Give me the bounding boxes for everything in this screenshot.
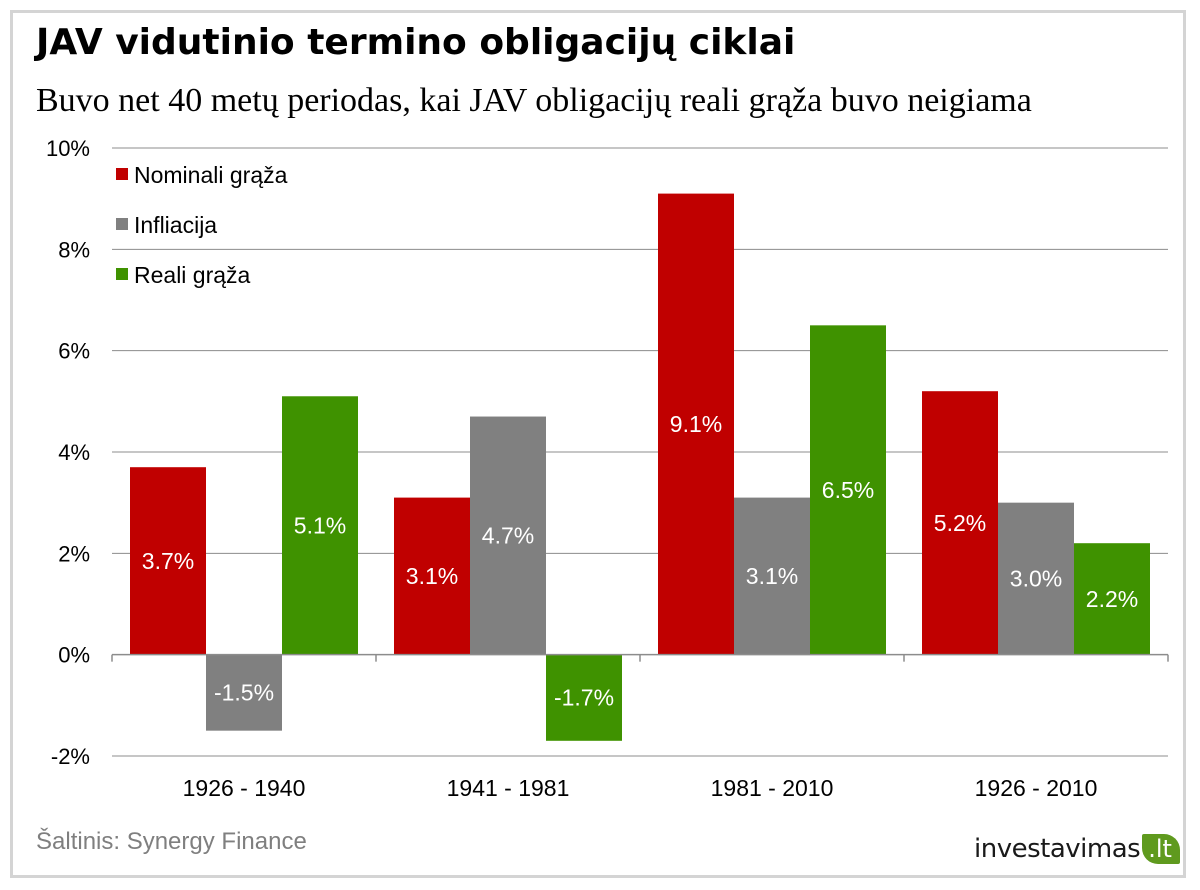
legend-swatch	[116, 168, 128, 180]
chart-subtitle: Buvo net 40 metų periodas, kai JAV oblig…	[36, 82, 1032, 119]
y-tick-label: -2%	[51, 744, 90, 769]
data-label: -1.5%	[214, 680, 274, 706]
data-label: 3.0%	[1010, 566, 1062, 592]
legend-label: Reali grąža	[134, 262, 251, 288]
data-label: 2.2%	[1086, 586, 1138, 612]
bar	[546, 654, 622, 741]
legend-swatch	[116, 268, 128, 280]
source-note: Šaltinis: Synergy Finance	[36, 828, 307, 855]
y-tick-label: 0%	[58, 643, 90, 668]
chart-title: JAV vidutinio termino obligacijų ciklai	[36, 22, 796, 63]
bar	[130, 467, 206, 655]
data-label: 3.1%	[746, 563, 798, 589]
bar	[394, 497, 470, 655]
bar	[658, 193, 734, 655]
brand-logo: investavimas .lt	[974, 820, 1180, 864]
x-tick-label: 1941 - 1981	[447, 775, 570, 801]
y-tick-label: 10%	[46, 136, 90, 161]
bar	[734, 497, 810, 655]
y-tick-label: 8%	[58, 237, 90, 262]
x-tick-label: 1981 - 2010	[711, 775, 834, 801]
bar	[922, 391, 998, 655]
legend-label: Infliacija	[134, 212, 217, 238]
bar	[1074, 543, 1150, 655]
bar	[810, 325, 886, 655]
data-label: -1.7%	[554, 685, 614, 711]
data-label: 3.1%	[406, 563, 458, 589]
x-tick-label: 1926 - 1940	[183, 775, 306, 801]
bar	[206, 654, 282, 731]
data-label: 4.7%	[482, 523, 534, 549]
logo-wordmark: investavimas	[974, 834, 1141, 864]
y-tick-label: 2%	[58, 541, 90, 566]
data-label: 3.7%	[142, 548, 194, 574]
bar	[998, 502, 1074, 655]
data-label: 5.2%	[934, 510, 986, 536]
data-label: 6.5%	[822, 477, 874, 503]
bar	[282, 396, 358, 655]
data-label: 9.1%	[670, 411, 722, 437]
y-tick-label: 4%	[58, 440, 90, 465]
bar	[470, 416, 546, 655]
y-tick-label: 6%	[58, 339, 90, 364]
x-tick-label: 1926 - 2010	[975, 775, 1098, 801]
legend-swatch	[116, 218, 128, 230]
data-label: 5.1%	[294, 512, 346, 538]
logo-leaf-tld: .lt	[1142, 834, 1180, 864]
legend-label: Nominali grąža	[134, 162, 288, 188]
